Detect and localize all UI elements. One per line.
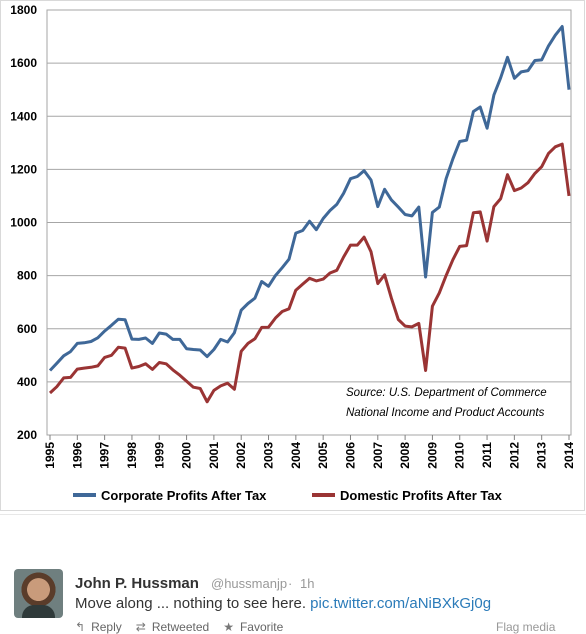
favorite-button[interactable]: ★ Favorite [223,620,283,634]
source-line-1: Source: U.S. Department of Commerce [346,387,547,399]
y-tick-label: 1800 [10,3,37,17]
favorite-label: Favorite [239,620,284,634]
source-line-2: National Income and Product Accounts [346,407,545,419]
y-tick-label: 1000 [10,216,37,230]
avatar[interactable] [14,569,63,618]
flag-media-link[interactable]: Flag media [496,620,556,634]
series-line-domestic [48,142,571,404]
y-tick-label: 800 [17,269,37,283]
retweet-icon: ⇄ [135,620,146,634]
tweet-actions: ↰ Reply ⇄ Retweeted ★ Favorite [75,620,297,634]
y-tick-label: 400 [17,375,37,389]
chart-image[interactable]: 200 400 600 800 1000 1200 1400 1600 1800 1995 199… [0,0,586,512]
y-tick-label: 200 [17,428,37,442]
x-tick-label: 2013 [535,442,549,469]
x-tick-label: 2007 [371,442,385,469]
tweet-text: Move along ... nothing to see here. pic.… [75,595,491,612]
author-name[interactable]: John P. Hussman [75,575,199,592]
source-annotation: Source: U.S. Department of Commerce Nati… [346,387,547,419]
retweet-button[interactable]: ⇄ Retweeted [136,620,209,634]
legend: Corporate Profits After Tax Domestic Pro… [73,488,503,503]
x-tick-label: 2011 [480,442,494,468]
x-tick-label: 2009 [425,442,439,469]
x-tick-label: 2014 [562,442,576,469]
x-tick-label: 2001 [207,442,221,469]
x-tick-label: 1999 [152,442,166,469]
x-tick-label: 2004 [289,442,303,469]
series-lines [48,25,571,404]
series-line-corporate [48,25,571,372]
tweet-footer: John P. Hussman @hussmanjp · 1h Move alo… [0,514,586,634]
x-tick-label: 1996 [70,442,84,469]
reply-icon: ↰ [75,620,86,634]
separator-dot: · [288,576,293,591]
x-tick-label: 2010 [453,442,467,469]
chart-border [0,0,585,511]
legend-label-domestic: Domestic Profits After Tax [340,488,503,503]
star-icon: ★ [223,620,234,634]
x-tick-label: 2000 [180,442,194,469]
tweet-media-link[interactable]: pic.twitter.com/aNiBXkGj0g [310,595,492,612]
y-tick-label: 600 [17,322,37,336]
x-tick-label: 1995 [43,442,57,469]
x-axis: 1995 1996 1997 1998 1999 2000 2001 2002 2003 2004… [43,435,576,469]
y-tick-label: 1400 [10,109,37,123]
author-handle[interactable]: @hussmanjp [211,576,288,591]
y-tick-label: 1200 [10,162,37,176]
x-tick-label: 2012 [507,442,521,469]
y-tick-label: 1600 [10,56,37,70]
x-tick-label: 2003 [262,442,276,469]
x-tick-label: 2008 [398,442,412,469]
retweet-label: Retweeted [151,620,210,634]
x-tick-label: 2006 [343,442,357,469]
x-tick-label: 1998 [125,442,139,469]
x-tick-label: 1997 [98,442,112,469]
tweet-timestamp[interactable]: 1h [300,576,315,591]
x-tick-label: 2005 [316,442,330,469]
y-axis: 200 400 600 800 1000 1200 1400 1600 1800 [10,3,37,442]
tweet-body: Move along ... nothing to see here. [75,595,311,612]
legend-label-corporate: Corporate Profits After Tax [101,488,267,503]
reply-label: Reply [91,620,122,634]
x-tick-label: 2002 [234,442,248,469]
reply-button[interactable]: ↰ Reply [75,620,122,634]
